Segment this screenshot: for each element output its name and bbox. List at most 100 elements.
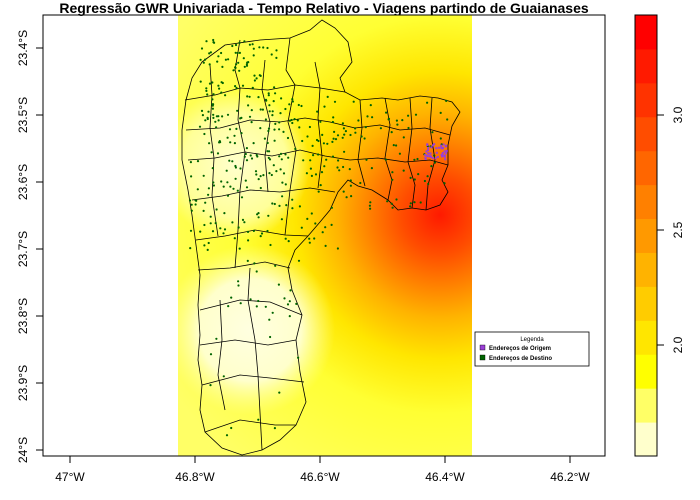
- colorbar-band: [635, 48, 657, 84]
- destination-point: [211, 81, 214, 84]
- destination-point: [237, 284, 240, 287]
- destination-point: [326, 95, 329, 98]
- colorbar-band: [635, 15, 657, 50]
- destination-point: [290, 118, 293, 122]
- destination-point: [227, 305, 230, 308]
- destination-point: [255, 305, 258, 308]
- destination-point: [251, 43, 254, 46]
- destination-point: [268, 150, 271, 153]
- origin-point: [433, 143, 436, 146]
- destination-point: [196, 160, 200, 163]
- destination-point: [281, 181, 284, 184]
- destination-point: [332, 137, 335, 140]
- destination-point: [396, 123, 399, 126]
- destination-point: [269, 335, 272, 339]
- destination-point: [402, 136, 405, 139]
- origin-point: [444, 152, 447, 155]
- destination-point: [207, 110, 210, 113]
- origin-point: [432, 144, 434, 147]
- destination-point: [297, 356, 300, 359]
- destination-point: [364, 126, 367, 129]
- destination-point: [231, 221, 234, 224]
- destination-point: [259, 127, 262, 130]
- destination-point: [336, 247, 339, 250]
- destination-point: [341, 122, 344, 125]
- destination-point: [297, 103, 300, 107]
- destination-point: [371, 116, 374, 119]
- destination-point: [209, 222, 212, 225]
- destination-point: [413, 178, 416, 181]
- destination-point: [278, 128, 281, 131]
- destination-point: [194, 203, 197, 206]
- destination-point: [288, 103, 291, 106]
- destination-point: [409, 205, 412, 208]
- destination-point: [255, 270, 258, 273]
- destination-point: [257, 299, 260, 303]
- destination-point: [236, 109, 239, 112]
- destination-point: [241, 84, 245, 87]
- destination-point: [287, 240, 290, 243]
- destination-point: [291, 198, 294, 201]
- destination-point: [271, 110, 274, 113]
- legend-swatch-origin: [479, 344, 486, 351]
- origin-point: [424, 158, 427, 160]
- destination-point: [267, 94, 270, 97]
- destination-point: [214, 222, 217, 225]
- destination-point: [274, 122, 277, 125]
- destination-point: [366, 115, 369, 118]
- destination-point: [248, 95, 251, 98]
- destination-point: [319, 120, 322, 123]
- destination-point: [313, 237, 316, 240]
- destination-point: [223, 228, 227, 231]
- destination-point: [379, 127, 382, 130]
- destination-point: [391, 178, 394, 181]
- destination-point: [217, 55, 220, 58]
- destination-point: [317, 153, 320, 156]
- destination-point: [433, 154, 436, 157]
- origin-point: [436, 156, 439, 158]
- destination-point: [203, 244, 206, 247]
- destination-point: [326, 142, 329, 145]
- destination-point: [229, 185, 232, 188]
- destination-point: [275, 49, 278, 52]
- destination-point: [226, 136, 229, 139]
- destination-point: [311, 144, 314, 147]
- destination-point: [295, 302, 298, 305]
- destination-point: [190, 175, 193, 178]
- destination-point: [286, 136, 290, 140]
- origin-point: [424, 153, 427, 156]
- destination-point: [199, 230, 202, 233]
- destination-point: [272, 164, 275, 167]
- destination-point: [281, 195, 284, 198]
- destination-point: [352, 100, 355, 103]
- destination-point: [392, 144, 395, 147]
- destination-point: [257, 418, 260, 421]
- destination-point: [278, 391, 281, 394]
- destination-point: [331, 140, 334, 143]
- destination-point: [226, 194, 230, 197]
- destination-point: [291, 207, 294, 210]
- destination-point: [224, 94, 227, 97]
- destination-point: [263, 137, 266, 140]
- x-tick-label: 46.8°W: [175, 470, 215, 484]
- destination-point: [220, 180, 223, 183]
- destination-point: [205, 87, 208, 90]
- x-axis: [69, 456, 571, 463]
- destination-point: [308, 241, 311, 244]
- destination-point: [285, 204, 288, 207]
- destination-point: [333, 100, 337, 103]
- x-tick-label: 46.6°W: [300, 470, 340, 484]
- destination-point: [257, 96, 260, 99]
- x-tick-label: 47°W: [55, 470, 85, 484]
- colorbar-band: [635, 354, 657, 389]
- destination-point: [284, 107, 287, 111]
- destination-point: [200, 47, 204, 50]
- destination-point: [348, 168, 351, 171]
- origin-point: [443, 150, 446, 153]
- destination-point: [238, 247, 241, 250]
- destination-point: [231, 160, 234, 163]
- destination-point: [270, 53, 273, 56]
- destination-point: [413, 158, 416, 161]
- y-axis: [36, 47, 43, 451]
- origin-point: [426, 154, 428, 157]
